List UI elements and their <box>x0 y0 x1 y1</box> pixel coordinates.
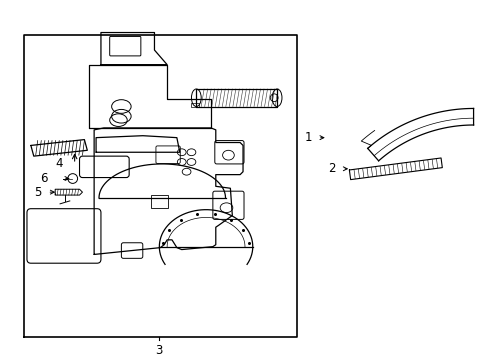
Text: 5: 5 <box>34 186 41 199</box>
Bar <box>191 103 199 107</box>
Text: 6: 6 <box>40 172 47 185</box>
Text: 1: 1 <box>304 131 311 144</box>
Text: 4: 4 <box>55 157 63 170</box>
Ellipse shape <box>191 89 201 107</box>
Bar <box>150 195 168 208</box>
Text: 2: 2 <box>327 162 335 175</box>
Ellipse shape <box>272 89 282 107</box>
Text: 3: 3 <box>155 344 163 357</box>
